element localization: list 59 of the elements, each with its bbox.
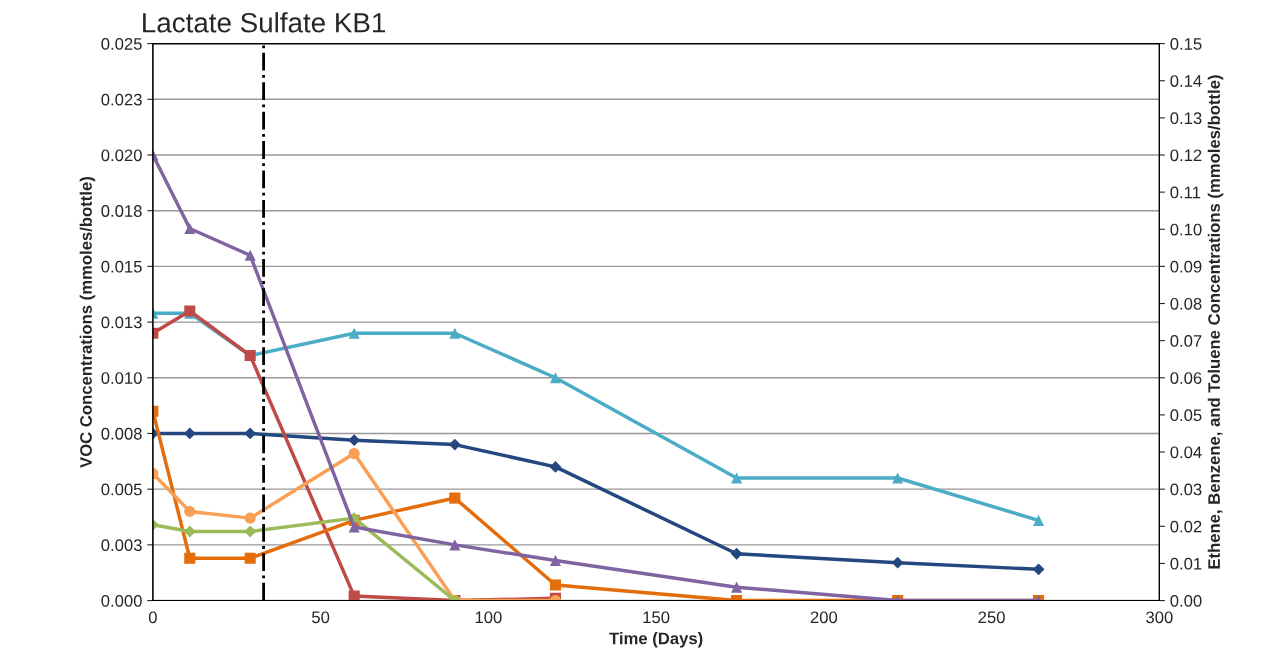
y-tick-label: 0.023	[101, 93, 142, 106]
point	[730, 547, 743, 560]
y-tick-label: 0.010	[101, 372, 142, 384]
x-tick-label: 300	[1146, 611, 1173, 624]
y2-tick-label: 0.05	[1170, 409, 1202, 422]
y2-tick-label: 0.12	[1170, 149, 1202, 162]
y2-tick-label: 0.01	[1170, 557, 1202, 570]
y-tick-label: 0.015	[101, 260, 142, 273]
y-tick-label: 0.013	[101, 316, 142, 329]
x-tick-label: 100	[475, 611, 502, 624]
y-tick-label: 0.008	[101, 427, 142, 440]
point	[244, 512, 256, 524]
y2-tick-label: 0.15	[1170, 38, 1202, 50]
point	[892, 472, 904, 484]
y-tick-label: 0.005	[101, 483, 142, 496]
point	[549, 460, 562, 473]
y2-tick-label: 0.09	[1170, 260, 1202, 273]
point	[1033, 514, 1045, 526]
y-tick-label: 0.020	[101, 149, 142, 162]
x-tick-label: 0	[148, 611, 157, 624]
y-tick-label: 0.000	[101, 594, 142, 607]
point	[348, 521, 360, 533]
point	[731, 472, 743, 484]
point	[449, 327, 461, 339]
x-tick-label: 250	[978, 611, 1005, 624]
point	[244, 552, 256, 564]
y-tick-label: 0.025	[101, 38, 142, 50]
y-tick-label: 0.003	[101, 539, 142, 552]
y2-tick-label: 0.13	[1170, 112, 1202, 125]
y2-tick-label: 0.06	[1170, 372, 1202, 384]
y2-tick-label: 0.08	[1170, 297, 1202, 310]
point	[449, 492, 461, 504]
y2-tick-label: 0.04	[1170, 446, 1202, 459]
ref-line-label: Lactate Sulfate KB1	[143, 12, 386, 33]
point	[348, 327, 360, 339]
y2-tick-label: 0.14	[1170, 75, 1202, 87]
y2-axis-title: Ethene, Benzene, and Toluene Concentrations (mmoles/bottle)	[1207, 75, 1224, 569]
y2-tick-label: 0.07	[1170, 335, 1202, 347]
point	[549, 579, 562, 591]
point	[244, 249, 256, 261]
point	[348, 447, 360, 460]
x-tick-label: 200	[810, 611, 838, 624]
x-axis-title: Time (Days)	[609, 632, 703, 648]
point	[184, 505, 196, 517]
x-tick-label: 50	[312, 611, 330, 624]
y2-tick-label: 0.10	[1170, 223, 1202, 236]
x-tick-label: 150	[643, 611, 670, 624]
y2-tick-label: 0.00	[1170, 594, 1202, 607]
point	[1032, 563, 1045, 576]
y2-tick-label: 0.02	[1170, 520, 1202, 533]
y2-tick-label: 0.11	[1170, 186, 1201, 199]
point	[549, 554, 562, 566]
y-tick-label: 0.018	[101, 205, 142, 217]
y-axis-title: VOC Concentrations (mmoles/bottle)	[79, 177, 96, 468]
point	[184, 552, 196, 564]
y2-tick-label: 0.03	[1170, 483, 1202, 496]
point	[549, 372, 562, 384]
point	[731, 581, 743, 593]
point	[184, 222, 196, 235]
